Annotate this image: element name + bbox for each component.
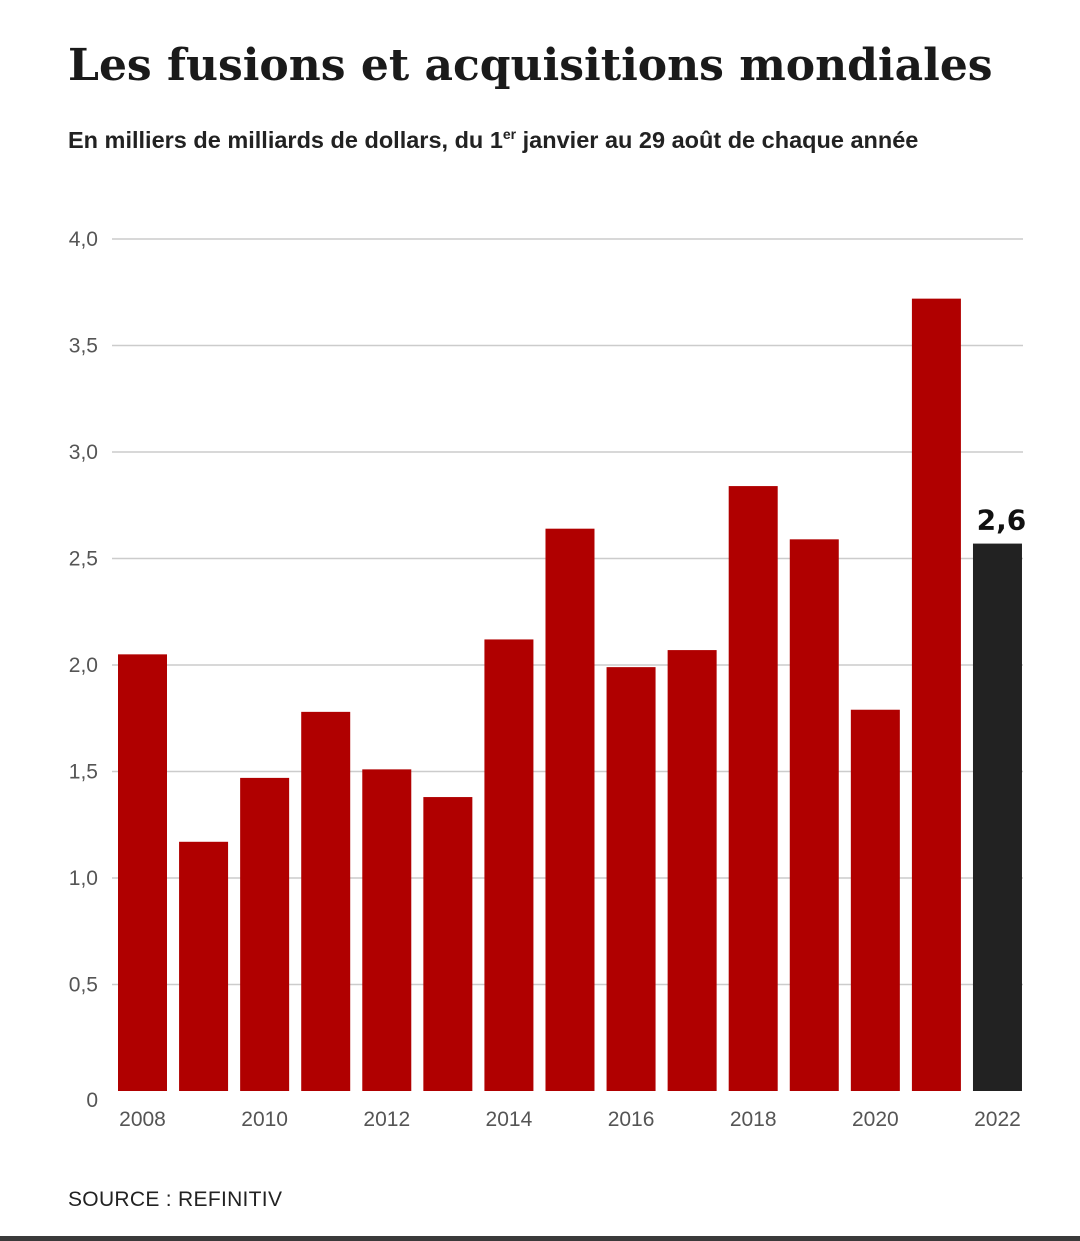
bar-chart: 00,51,01,52,02,53,03,54,0 2008 2010 2012 20… bbox=[69, 228, 1027, 1131]
y-tick-label: 3,0 bbox=[69, 441, 98, 464]
subtitle-text-start: En milliers de milliards de dollars, du … bbox=[68, 127, 503, 153]
x-tick-label: 2008 bbox=[119, 1108, 166, 1131]
y-tick-label: 1,5 bbox=[69, 761, 98, 784]
y-tick-label: 4,0 bbox=[69, 228, 98, 251]
x-axis-ticks: 2008 2010 2012 2014 2016 2018 2020 2022 bbox=[119, 1108, 1021, 1131]
x-tick-label: 2016 bbox=[608, 1108, 655, 1131]
bar-2009 bbox=[179, 841, 229, 1091]
bar-2020 bbox=[850, 709, 900, 1091]
y-axis-ticks: 0 0,5 1,0 1,5 2,0 2,5 3,0 3,5 4,0 bbox=[69, 228, 98, 1112]
y-tick-label: 2,5 bbox=[69, 548, 98, 571]
y-tick-label: 0 bbox=[86, 1089, 98, 1112]
subtitle-superscript: er bbox=[502, 126, 517, 143]
bar-2017 bbox=[667, 650, 717, 1091]
source-note: SOURCE : REFINITIV bbox=[68, 1188, 283, 1211]
data-label-2022: 2,6 bbox=[977, 504, 1027, 537]
bar-2015 bbox=[545, 528, 595, 1091]
bar-2021 bbox=[911, 298, 961, 1091]
bar-2019 bbox=[789, 539, 839, 1091]
bars bbox=[118, 298, 1022, 1092]
x-tick-label: 2022 bbox=[974, 1108, 1021, 1131]
bar-2016 bbox=[606, 667, 656, 1091]
y-tick-label: 0,5 bbox=[69, 974, 98, 997]
subtitle-text-end: janvier au 29 août de chaque année bbox=[516, 127, 919, 153]
x-tick-label: 2018 bbox=[730, 1108, 777, 1131]
x-tick-label: 2020 bbox=[852, 1108, 899, 1131]
bottom-divider bbox=[0, 1236, 1080, 1241]
bar-2011 bbox=[301, 711, 351, 1091]
bar-2014 bbox=[484, 639, 534, 1091]
chart-title: Les fusions et acquisitions mondiales bbox=[68, 40, 993, 91]
x-tick-label: 2014 bbox=[486, 1108, 533, 1131]
x-tick-label: 2010 bbox=[241, 1108, 288, 1131]
bar-2013 bbox=[423, 797, 473, 1091]
y-tick-label: 1,0 bbox=[69, 867, 98, 890]
bar-2018 bbox=[728, 486, 778, 1092]
bar-2008 bbox=[118, 654, 167, 1091]
data-labels: 2,6 bbox=[977, 504, 1027, 537]
y-tick-label: 3,5 bbox=[69, 335, 98, 358]
x-tick-label: 2012 bbox=[363, 1108, 410, 1131]
y-tick-label: 2,0 bbox=[69, 654, 98, 677]
chart-subtitle: En milliers de milliards de dollars, du … bbox=[68, 124, 918, 156]
bar-2010 bbox=[240, 777, 290, 1091]
bar-2022 bbox=[972, 543, 1022, 1091]
bar-2012 bbox=[362, 769, 412, 1091]
